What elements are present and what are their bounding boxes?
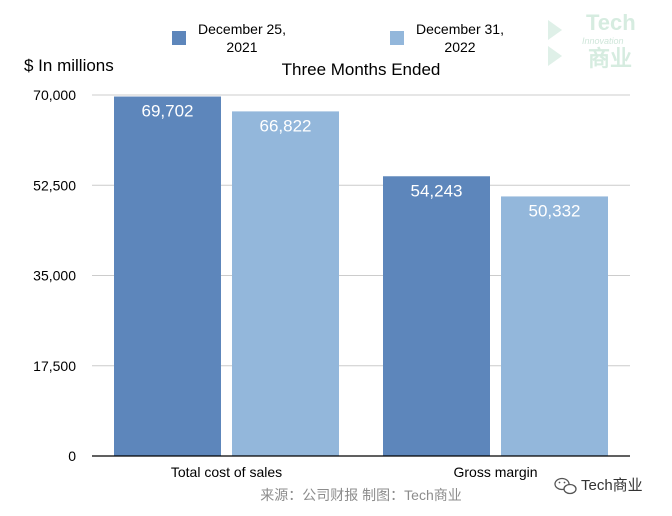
x-category-label: Gross margin (453, 464, 537, 480)
legend-swatch (390, 31, 404, 45)
y-tick-label: 0 (68, 448, 76, 464)
x-axis: Total cost of sales Gross margin (92, 455, 630, 480)
chart-title: Three Months Ended (282, 60, 441, 79)
bar (501, 196, 608, 457)
bar (232, 111, 339, 456)
watermark-line3: 商业 (588, 46, 632, 71)
watermark-logo: Tech Innovation 商业 (548, 10, 636, 71)
bar-value-labels: 69,702 66,822 54,243 50,332 (142, 102, 581, 221)
legend-label: December 31, (416, 21, 504, 37)
watermark-line1: Tech (586, 10, 636, 35)
wechat-account-name: Tech商业 (581, 477, 643, 494)
bar-value-label: 66,822 (260, 116, 312, 135)
x-category-label: Total cost of sales (171, 464, 282, 480)
y-tick-label: 35,000 (33, 268, 76, 284)
bar-value-label: 54,243 (411, 181, 463, 200)
wechat-icon (554, 477, 577, 495)
legend-label: 2022 (444, 39, 475, 55)
legend-label: 2021 (226, 39, 257, 55)
bars (114, 96, 608, 457)
legend-label: December 25, (198, 21, 286, 37)
bar-value-label: 50,332 (529, 201, 581, 220)
y-tick-label: 52,500 (33, 177, 76, 193)
y-axis-title: $ In millions (24, 56, 114, 75)
source-note: 来源：公司财报 制图：Tech商业 (260, 487, 461, 503)
wechat-badge: Tech商业 (554, 477, 643, 495)
y-axis: 0 17,500 35,000 52,500 70,000 (33, 87, 76, 464)
watermark-line2: Innovation (582, 36, 624, 46)
y-tick-label: 17,500 (33, 358, 76, 374)
bar (114, 96, 221, 456)
y-tick-label: 70,000 (33, 87, 76, 103)
bar (383, 176, 490, 456)
legend-swatch (172, 31, 186, 45)
legend: December 25, 2021 December 31, 2022 (172, 21, 504, 55)
bar-value-label: 69,702 (142, 102, 194, 121)
